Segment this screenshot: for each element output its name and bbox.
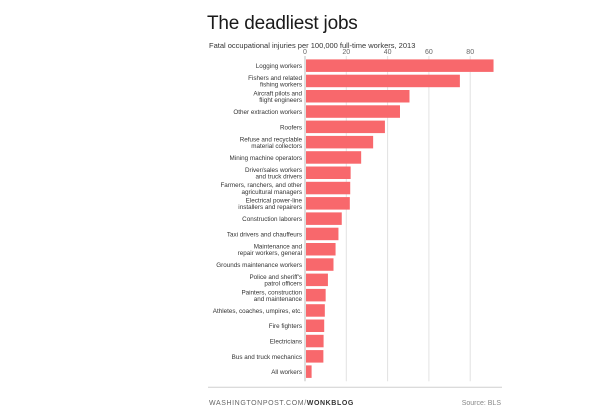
- category-label: Athletes, coaches, umpires, etc.: [213, 308, 302, 315]
- bar: [306, 273, 328, 287]
- bar: [306, 365, 312, 378]
- x-tick-label: 0: [303, 49, 307, 56]
- category-label: Taxi drivers and chauffeurs: [227, 231, 302, 238]
- bar: [306, 304, 325, 317]
- category-label: Aircraft pilots and flight engineers: [253, 90, 302, 104]
- bar: [306, 258, 334, 271]
- bar: [306, 334, 324, 348]
- footer-source-prefix: WASHINGTONPOST.COM/: [209, 400, 307, 407]
- category-label: Mining machine operators: [230, 155, 302, 162]
- category-label: Other extraction workers: [233, 109, 302, 116]
- category-label: Electrical power-line installers and repa…: [238, 197, 302, 211]
- x-tick-label: 40: [384, 49, 392, 56]
- category-label: Roofers: [280, 124, 302, 131]
- bar: [306, 227, 339, 241]
- bar: [306, 166, 351, 179]
- bar: [306, 135, 374, 149]
- bar: [306, 120, 385, 134]
- bar: [306, 243, 336, 256]
- category-label: Electricians: [270, 338, 302, 345]
- bar: [306, 74, 460, 88]
- x-tick-label: 80: [466, 49, 474, 56]
- bar: [306, 90, 410, 103]
- category-label: Grounds maintenance workers: [216, 262, 302, 269]
- bar: [306, 350, 324, 363]
- category-label: Refuse and recyclable material collectors: [240, 136, 303, 150]
- footer-credit: Source: BLS: [461, 400, 501, 407]
- bar: [306, 59, 494, 72]
- category-label: Police and sheriff's patrol officers: [249, 274, 302, 288]
- bar: [306, 319, 325, 332]
- bar: [306, 212, 342, 225]
- category-label: Bus and truck mechanics: [232, 354, 302, 361]
- footer-source-brand: WONKBLOG: [306, 400, 354, 407]
- category-label: Farmers, ranchers, and other agricultural…: [220, 182, 302, 196]
- category-label: Logging workers: [256, 63, 302, 70]
- footer-source: WASHINGTONPOST.COM/WONKBLOG: [209, 400, 354, 407]
- chart-title: The deadliest jobs: [207, 13, 358, 34]
- bar: [306, 151, 362, 164]
- category-label: Maintenance and repair workers, general: [238, 243, 303, 257]
- category-label: Fire fighters: [269, 323, 302, 330]
- x-tick-label: 20: [342, 49, 350, 56]
- bar: [306, 288, 326, 302]
- category-label: Driver/sales workers and truck drivers: [245, 167, 302, 181]
- category-label: Fishers and related fishing workers: [248, 75, 302, 89]
- category-label: Construction laborers: [242, 216, 302, 223]
- category-label: Painters, construction and maintenance: [241, 289, 302, 303]
- category-label: All workers: [271, 369, 302, 376]
- bar: [306, 105, 400, 118]
- bar: [306, 181, 351, 195]
- chart-subtitle: Fatal occupational injuries per 100,000 …: [209, 41, 416, 50]
- x-tick-label: 60: [425, 49, 433, 56]
- bar: [306, 197, 350, 210]
